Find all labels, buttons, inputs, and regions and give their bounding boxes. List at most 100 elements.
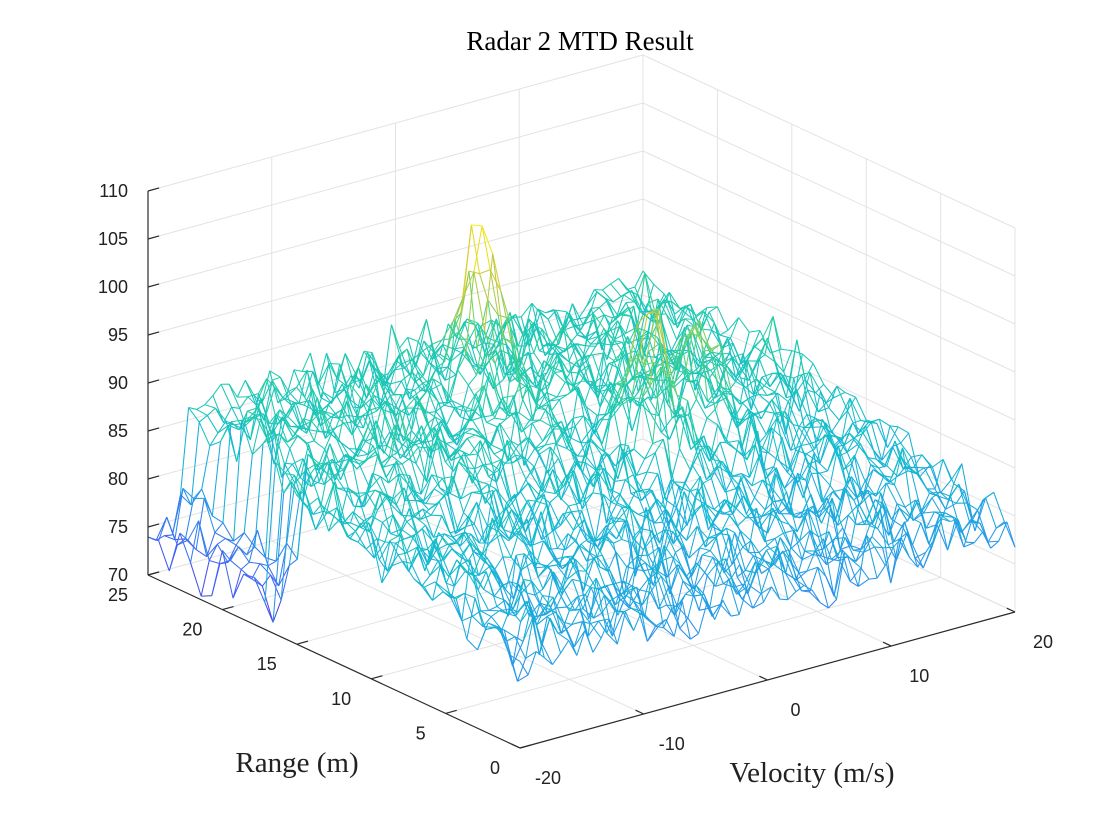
mesh-segment bbox=[598, 447, 610, 456]
mesh-segment bbox=[802, 493, 812, 513]
mesh-segment bbox=[481, 517, 493, 557]
mesh-segment bbox=[449, 530, 459, 534]
grid-line bbox=[445, 576, 941, 714]
mesh-segment bbox=[462, 428, 473, 430]
mesh-segment bbox=[400, 534, 412, 564]
mesh-segment bbox=[782, 414, 794, 425]
mesh-segment bbox=[893, 521, 905, 542]
mesh-segment bbox=[485, 318, 497, 357]
mesh-segment bbox=[520, 302, 533, 318]
mesh-segment bbox=[438, 532, 450, 546]
mesh-segment bbox=[768, 545, 778, 570]
mesh-segment bbox=[663, 545, 676, 616]
mesh-segment bbox=[284, 421, 294, 438]
mesh-segment bbox=[828, 504, 841, 550]
mesh-segment bbox=[944, 512, 956, 519]
mesh-segment bbox=[469, 322, 479, 340]
mesh-segment bbox=[476, 480, 486, 504]
mesh-segment bbox=[619, 493, 631, 509]
mesh-segment bbox=[541, 446, 551, 492]
mesh-segment bbox=[542, 569, 552, 590]
mesh-segment bbox=[539, 312, 552, 346]
mesh-segment bbox=[390, 504, 403, 516]
mesh-segment bbox=[745, 387, 755, 396]
mesh-segment bbox=[641, 489, 653, 501]
mesh-segment bbox=[661, 432, 670, 440]
mesh-segment bbox=[505, 507, 518, 531]
mesh-segment bbox=[591, 307, 600, 309]
mesh-segment bbox=[571, 608, 581, 625]
mesh-segment bbox=[398, 354, 411, 400]
mesh-segment bbox=[371, 493, 381, 517]
mesh-segment bbox=[336, 353, 346, 379]
mesh-segment bbox=[809, 530, 819, 538]
mesh-segment bbox=[726, 365, 736, 382]
mesh-segment bbox=[600, 363, 610, 379]
mesh-segment bbox=[717, 424, 729, 443]
mesh-segment bbox=[231, 406, 240, 409]
mesh-segment bbox=[539, 342, 548, 352]
mesh-segment bbox=[705, 504, 717, 518]
mesh-segment bbox=[322, 410, 332, 418]
mesh-segment bbox=[798, 372, 811, 412]
mesh-segment bbox=[179, 532, 192, 563]
mesh-segment bbox=[613, 506, 623, 522]
mesh-segment bbox=[713, 522, 722, 532]
mesh-segment bbox=[788, 339, 798, 390]
mesh-segment bbox=[588, 307, 600, 318]
mesh-segment bbox=[700, 311, 710, 330]
grid-line bbox=[642, 150, 1016, 325]
mesh-segment bbox=[328, 507, 338, 532]
mesh-segment bbox=[625, 305, 635, 334]
mesh-segment bbox=[761, 316, 774, 339]
mesh-segment bbox=[415, 463, 428, 482]
mesh-segment bbox=[597, 332, 607, 399]
mesh-segment bbox=[422, 378, 434, 384]
mesh-segment bbox=[580, 543, 590, 553]
mesh-segment bbox=[625, 586, 638, 596]
mesh-segment bbox=[294, 418, 305, 435]
mesh-segment bbox=[698, 441, 710, 462]
mesh-segment bbox=[380, 476, 389, 484]
mesh-segment bbox=[491, 422, 501, 446]
mesh-segment bbox=[404, 367, 416, 383]
mesh-segment bbox=[313, 480, 325, 485]
mesh-segment bbox=[812, 363, 825, 385]
mesh-segment bbox=[684, 465, 694, 483]
mesh-segment bbox=[603, 468, 616, 482]
mesh-segment bbox=[527, 651, 537, 676]
mesh-segment bbox=[542, 594, 554, 598]
mesh-segment bbox=[448, 436, 458, 446]
mesh-segment bbox=[678, 485, 688, 526]
mesh-segment bbox=[288, 391, 300, 404]
mesh-segment bbox=[789, 445, 802, 470]
mesh-segment bbox=[736, 583, 746, 595]
mesh-segment bbox=[726, 365, 738, 380]
mesh-segment bbox=[398, 473, 408, 484]
mesh-segment bbox=[636, 313, 649, 325]
mesh-segment bbox=[809, 567, 819, 593]
mesh-segment bbox=[831, 549, 843, 560]
mesh-segment bbox=[565, 475, 578, 505]
mesh-segment bbox=[557, 475, 567, 496]
mesh-segment bbox=[777, 491, 787, 510]
mesh-segment bbox=[709, 349, 719, 389]
mesh-segment bbox=[505, 342, 515, 412]
mesh-segment bbox=[519, 518, 531, 547]
mesh-segment bbox=[177, 539, 189, 546]
mesh-segment bbox=[610, 277, 619, 285]
mesh-segment bbox=[852, 419, 861, 424]
mesh-segment bbox=[963, 542, 975, 548]
mesh-segment bbox=[748, 431, 759, 478]
x-axis-label: Velocity (m/s) bbox=[729, 757, 894, 789]
mesh-segment bbox=[453, 571, 466, 587]
mesh-segment bbox=[496, 599, 506, 607]
mesh-segment bbox=[480, 372, 491, 418]
mesh-segment bbox=[795, 388, 808, 415]
mesh-segment bbox=[702, 351, 712, 358]
mesh-segment bbox=[900, 537, 910, 558]
mesh-segment bbox=[588, 552, 598, 558]
mesh-segment bbox=[676, 318, 686, 341]
mesh-segment bbox=[790, 562, 800, 574]
mesh-segment bbox=[427, 549, 439, 562]
